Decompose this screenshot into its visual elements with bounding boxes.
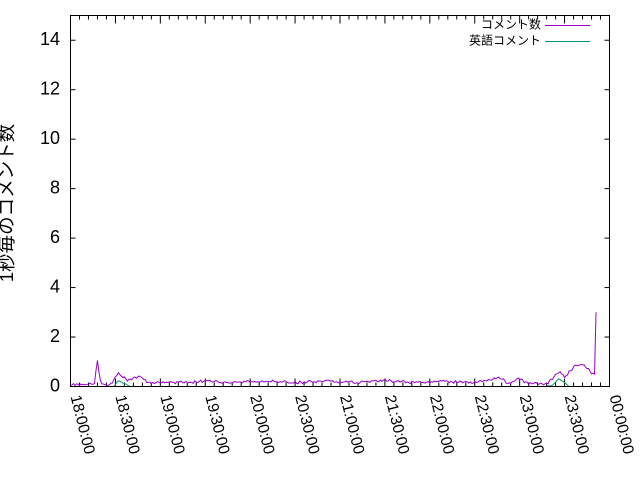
svg-text:14: 14	[40, 29, 60, 49]
svg-text:10: 10	[40, 128, 60, 148]
svg-text:6: 6	[50, 227, 60, 247]
svg-text:英語コメント: 英語コメント	[469, 33, 541, 48]
svg-text:12: 12	[40, 78, 60, 98]
svg-text:0: 0	[50, 375, 60, 395]
svg-text:4: 4	[50, 276, 60, 296]
svg-text:8: 8	[50, 177, 60, 197]
svg-text:コメント数: コメント数	[481, 17, 541, 32]
svg-text:1秒毎のコメント数: 1秒毎のコメント数	[0, 124, 17, 282]
svg-text:2: 2	[50, 326, 60, 346]
